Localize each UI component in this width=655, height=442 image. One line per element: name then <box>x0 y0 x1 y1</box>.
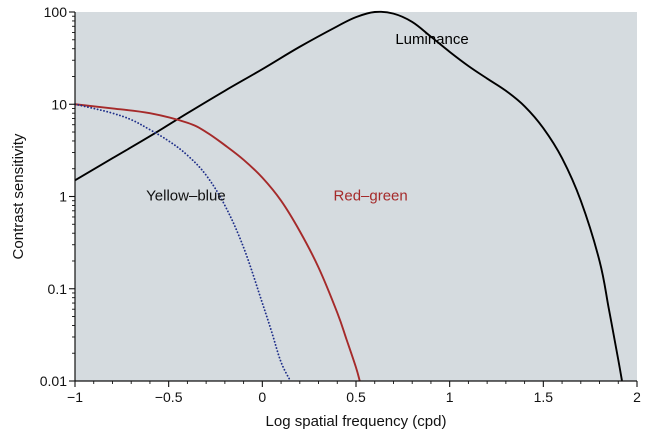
y-tick-label: 100 <box>44 4 68 20</box>
x-tick-label: −1 <box>67 389 83 405</box>
series-label-luminance: Luminance <box>395 31 468 48</box>
y-tick-label: 1 <box>59 189 67 205</box>
x-tick-label: −0.5 <box>155 389 183 405</box>
x-tick-label: 1.5 <box>534 389 554 405</box>
x-tick-label: 2 <box>633 389 641 405</box>
y-tick-label: 0.01 <box>40 373 67 389</box>
plot-background <box>75 12 637 381</box>
x-tick-label: 0 <box>258 389 266 405</box>
y-axis-title: Contrast sensitivity <box>10 133 27 259</box>
x-tick-label: 0.5 <box>346 389 366 405</box>
series-label-red-green: Red–green <box>334 188 408 205</box>
y-tick-label: 0.1 <box>48 281 68 297</box>
label-layer: Luminance Red–green Yellow–blue <box>146 31 469 205</box>
x-tick-label: 1 <box>446 389 454 405</box>
x-axis-title: Log spatial frequency (cpd) <box>266 413 447 430</box>
series-line-luminance <box>74 10 623 382</box>
series-label-yellow-blue: Yellow–blue <box>146 188 226 205</box>
axis-layer: −1 −0.5 0 0.5 1 1.5 2 0.01 0.1 1 10 100 <box>40 4 641 405</box>
series-line-yellow-blue <box>74 103 292 382</box>
series-line-red-green <box>74 103 361 382</box>
y-tick-label: 10 <box>51 96 67 112</box>
series-layer <box>74 10 623 382</box>
